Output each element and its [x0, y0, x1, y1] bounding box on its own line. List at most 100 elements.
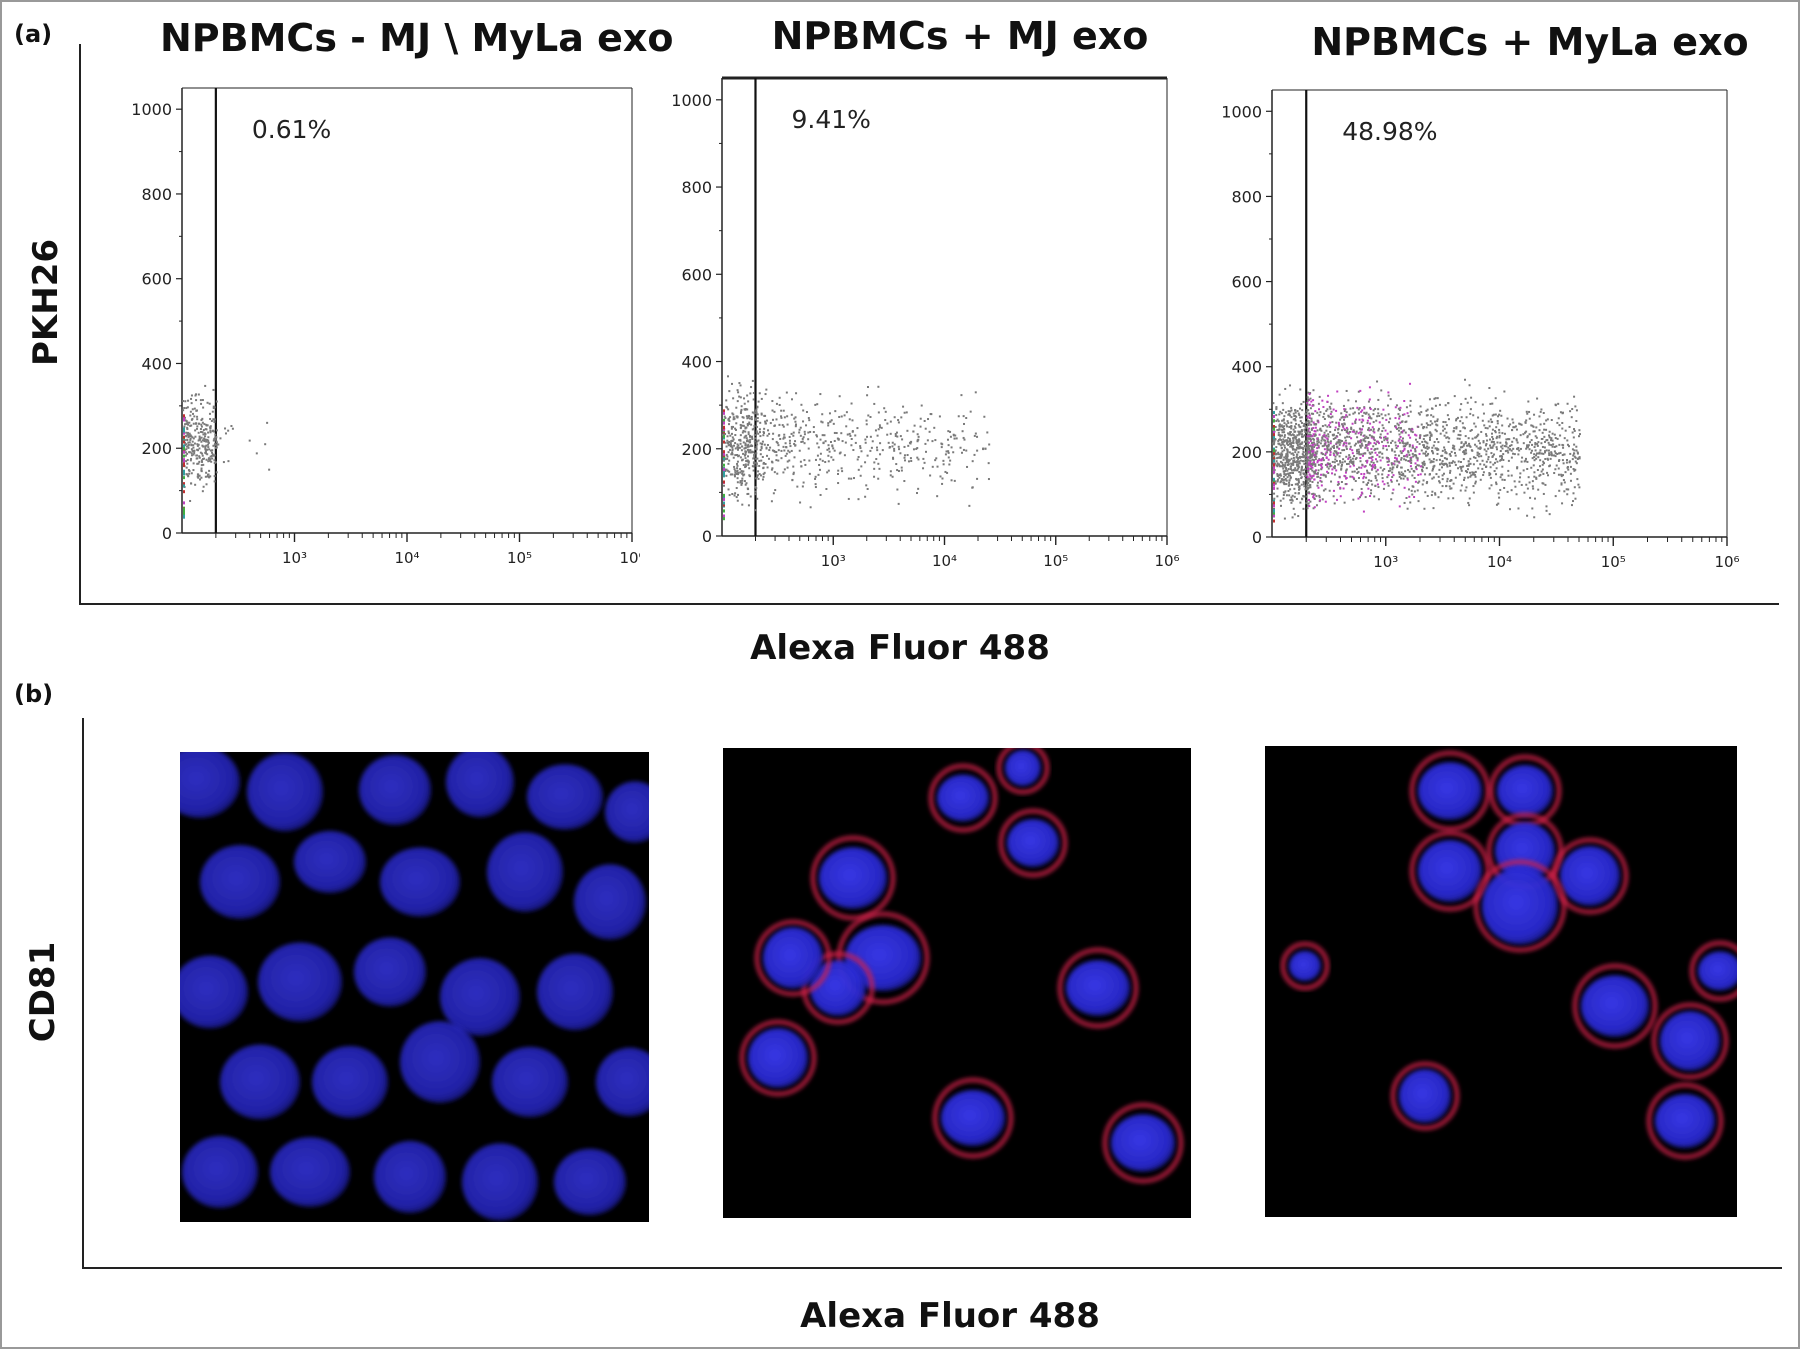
event-dot: [948, 463, 951, 466]
event-dot: [201, 490, 204, 493]
event-dot: [1289, 499, 1292, 502]
event-dot: [727, 423, 730, 426]
event-dot: [195, 409, 198, 412]
event-dot: [1335, 409, 1338, 412]
event-dot: [1327, 445, 1330, 448]
event-dot: [821, 459, 824, 462]
event-dot: [1335, 421, 1338, 424]
event-dot: [191, 440, 194, 443]
event-dot: [893, 443, 896, 446]
event-dot: [1545, 428, 1548, 431]
event-dot: [1578, 435, 1581, 438]
y-tick-label: 1000: [131, 100, 172, 119]
event-dot: [747, 440, 750, 443]
event-dot: [198, 422, 201, 425]
cell-membrane: [801, 951, 875, 1025]
cell-nucleus: [1399, 1069, 1451, 1123]
event-dot: [1498, 434, 1501, 437]
event-dot: [737, 447, 740, 450]
event-dot: [1391, 466, 1394, 469]
event-dot: [727, 430, 730, 433]
x-tick-label: 10⁵: [1601, 553, 1626, 571]
event-dot: [886, 433, 889, 436]
event-dot: [741, 482, 744, 485]
event-dot: [748, 434, 751, 437]
event-dot: [1343, 441, 1346, 444]
event-dot: [755, 431, 758, 434]
event-dot: [1391, 439, 1394, 442]
event-dot: [1301, 498, 1304, 501]
event-dot: [1319, 428, 1322, 431]
edge-event: [183, 427, 185, 431]
event-dot: [901, 438, 904, 441]
event-dot: [751, 445, 754, 448]
event-dot: [1302, 447, 1305, 450]
event-dot: [779, 437, 782, 440]
cell-nucleus: [312, 1046, 388, 1118]
event-dot: [1574, 497, 1577, 500]
edge-event: [723, 514, 725, 518]
event-dot: [1557, 473, 1560, 476]
event-dot: [1340, 468, 1343, 471]
event-dot: [731, 473, 734, 476]
event-dot: [1309, 397, 1312, 400]
event-dot: [865, 484, 868, 487]
event-dot: [1308, 427, 1311, 430]
event-dot: [1497, 492, 1500, 495]
event-dot: [835, 432, 838, 435]
event-dot: [1275, 414, 1278, 417]
event-dot: [1506, 417, 1509, 420]
event-dot: [1526, 436, 1529, 439]
event-dot: [1386, 432, 1389, 435]
event-dot: [1355, 430, 1358, 433]
event-dot: [777, 459, 780, 462]
event-dot: [230, 425, 233, 428]
event-dot: [1432, 507, 1435, 510]
event-dot: [1301, 409, 1304, 412]
event-dot: [1381, 469, 1384, 472]
event-dot: [1402, 474, 1405, 477]
event-dot: [1340, 467, 1343, 470]
event-dot: [1286, 453, 1289, 456]
event-dot: [897, 502, 900, 505]
event-dot: [1536, 442, 1539, 445]
event-dot: [1529, 496, 1532, 499]
event-dot: [1296, 469, 1299, 472]
event-dot: [1277, 442, 1280, 445]
event-dot: [1338, 455, 1341, 458]
event-dot: [1501, 478, 1504, 481]
event-dot: [196, 425, 199, 428]
event-dot: [787, 449, 790, 452]
event-dot: [1521, 456, 1524, 459]
event-dot: [744, 407, 747, 410]
event-dot: [1534, 443, 1537, 446]
event-dot: [727, 375, 730, 378]
event-dot: [744, 446, 747, 449]
event-dot: [752, 469, 755, 472]
event-dot: [1393, 456, 1396, 459]
event-dot: [1541, 431, 1544, 434]
event-dot: [197, 473, 200, 476]
event-dot: [916, 492, 918, 495]
event-dot: [739, 481, 742, 484]
event-dot: [1438, 468, 1441, 471]
event-dot: [1313, 506, 1316, 509]
event-dot: [186, 426, 189, 429]
event-dot: [1373, 431, 1376, 434]
event-dot: [1336, 498, 1339, 501]
event-dot: [728, 443, 731, 446]
event-dot: [201, 439, 204, 442]
event-dot: [1456, 437, 1459, 440]
event-dot: [1316, 420, 1319, 423]
event-dot: [1459, 446, 1462, 449]
event-dot: [1312, 450, 1315, 453]
event-dot: [771, 409, 774, 412]
event-dot: [1499, 409, 1502, 412]
event-dot: [1348, 456, 1351, 459]
event-dot: [1440, 466, 1443, 469]
event-dot: [726, 457, 729, 460]
event-dot: [1453, 445, 1456, 448]
event-dot: [893, 447, 896, 450]
event-dot: [1326, 470, 1329, 473]
event-dot: [1499, 455, 1502, 458]
